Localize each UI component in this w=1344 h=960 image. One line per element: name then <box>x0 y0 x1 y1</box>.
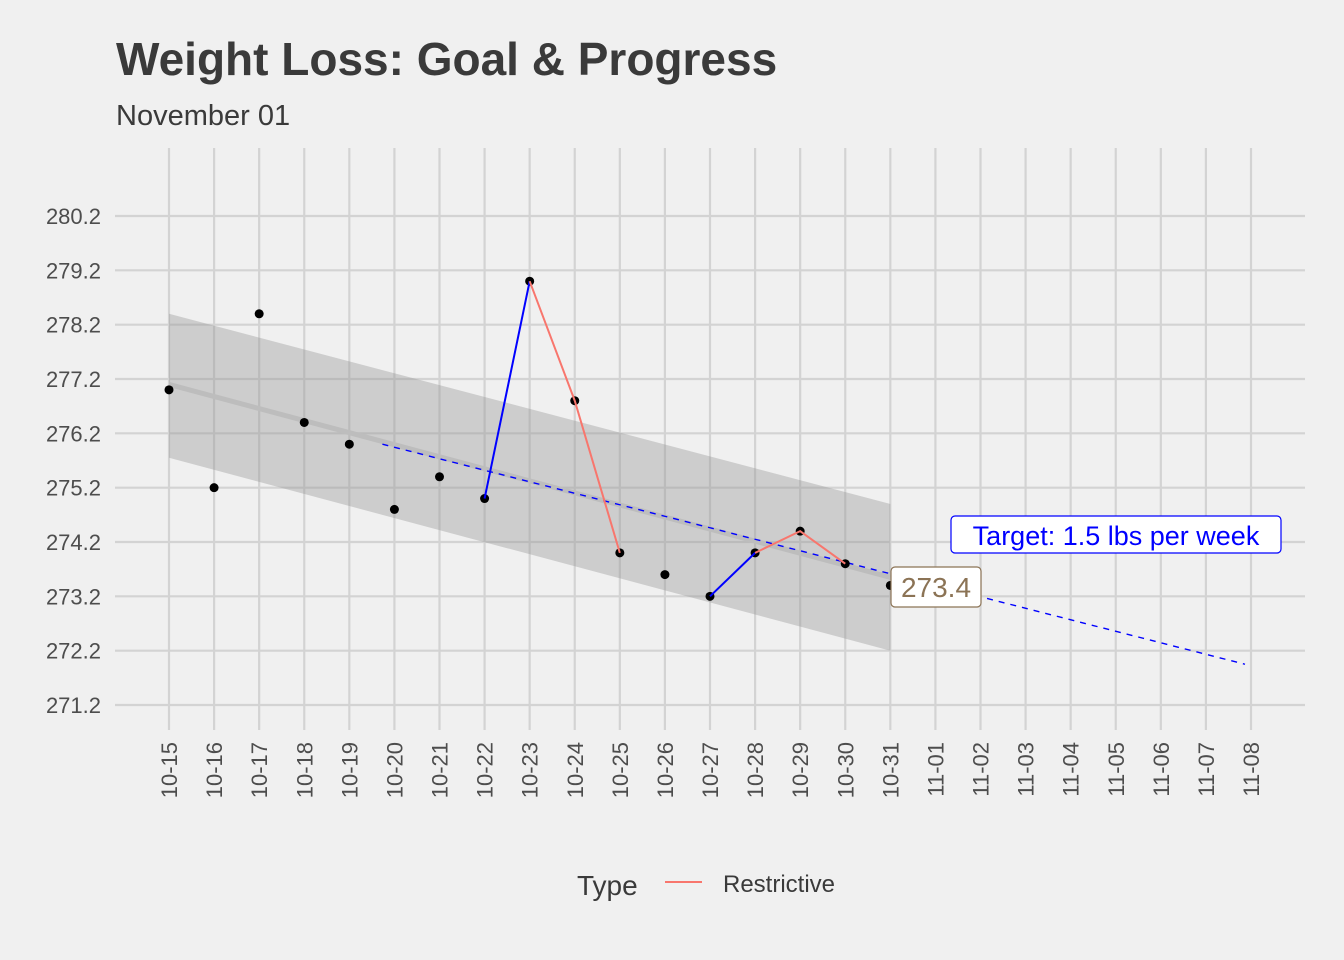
data-point <box>299 417 309 427</box>
x-tick-label: 10-25 <box>608 742 633 798</box>
x-tick-label: 10-28 <box>743 742 768 798</box>
data-point <box>344 439 354 449</box>
chart-subtitle: November 01 <box>116 100 290 132</box>
legend-label-restrictive: Restrictive <box>723 871 835 898</box>
target-label-box <box>950 515 1282 554</box>
last-value-label-box <box>890 566 982 608</box>
x-tick-label: 11-07 <box>1194 742 1219 797</box>
x-tick-label: 10-30 <box>833 742 858 798</box>
y-tick-label: 277.2 <box>46 367 101 392</box>
y-tick-label: 271.2 <box>46 693 101 718</box>
y-tick-label: 280.2 <box>46 204 101 229</box>
data-point <box>209 483 219 493</box>
target-label: Target: 1.5 lbs per week <box>973 521 1260 551</box>
x-tick-label: 10-24 <box>563 742 588 798</box>
data-point <box>389 504 399 514</box>
progress-segment <box>528 280 621 554</box>
y-tick-label: 274.2 <box>46 530 101 555</box>
x-tick-label: 10-21 <box>428 742 453 798</box>
y-tick-label: 278.2 <box>46 313 101 338</box>
y-tick-label: 276.2 <box>46 421 101 446</box>
y-tick-label: 279.2 <box>46 258 101 283</box>
x-tick-label: 10-19 <box>337 742 362 798</box>
x-tick-label: 10-20 <box>382 742 407 798</box>
grid: 280.2 279.2 278.2 277.2 276.2 275.2 274.2 273.2… <box>46 148 1305 798</box>
x-tick-label: 10-22 <box>473 742 498 798</box>
x-tick-label: 11-06 <box>1149 742 1174 797</box>
progress-segment <box>483 280 531 499</box>
x-tick-label: 10-23 <box>518 742 543 798</box>
data-point <box>164 385 174 395</box>
x-tick-label: 10-26 <box>653 742 678 798</box>
y-tick-label: 272.2 <box>46 639 101 664</box>
target-line <box>382 443 1246 665</box>
legend: Type Restrictive <box>577 870 835 901</box>
x-tick-label: 11-04 <box>1059 742 1084 797</box>
x-tick-label: 10-29 <box>788 742 813 798</box>
x-tick-label: 10-31 <box>878 742 903 798</box>
x-tick-label: 11-05 <box>1104 742 1129 797</box>
x-tick-label: 10-16 <box>202 742 227 798</box>
data-point <box>660 570 670 580</box>
data-point <box>435 472 444 482</box>
x-tick-label: 11-02 <box>969 742 994 797</box>
x-tick-label: 11-08 <box>1239 742 1264 797</box>
y-tick-label: 275.2 <box>46 476 101 501</box>
x-tick-label: 11-03 <box>1014 742 1039 797</box>
x-tick-label: 10-17 <box>247 742 272 798</box>
last-value-label: 273.4 <box>901 572 971 603</box>
data-point <box>254 309 264 319</box>
progress-segment <box>709 552 756 598</box>
x-tick-label: 10-15 <box>157 742 182 798</box>
legend-title: Type <box>577 870 638 901</box>
x-tick-label: 10-27 <box>698 742 723 798</box>
progress-segment <box>754 529 846 565</box>
y-tick-label: 273.2 <box>46 584 101 609</box>
x-tick-label: 10-18 <box>292 742 317 798</box>
chart-title: Weight Loss: Goal & Progress <box>116 33 777 85</box>
x-tick-label: 11-01 <box>923 742 948 797</box>
